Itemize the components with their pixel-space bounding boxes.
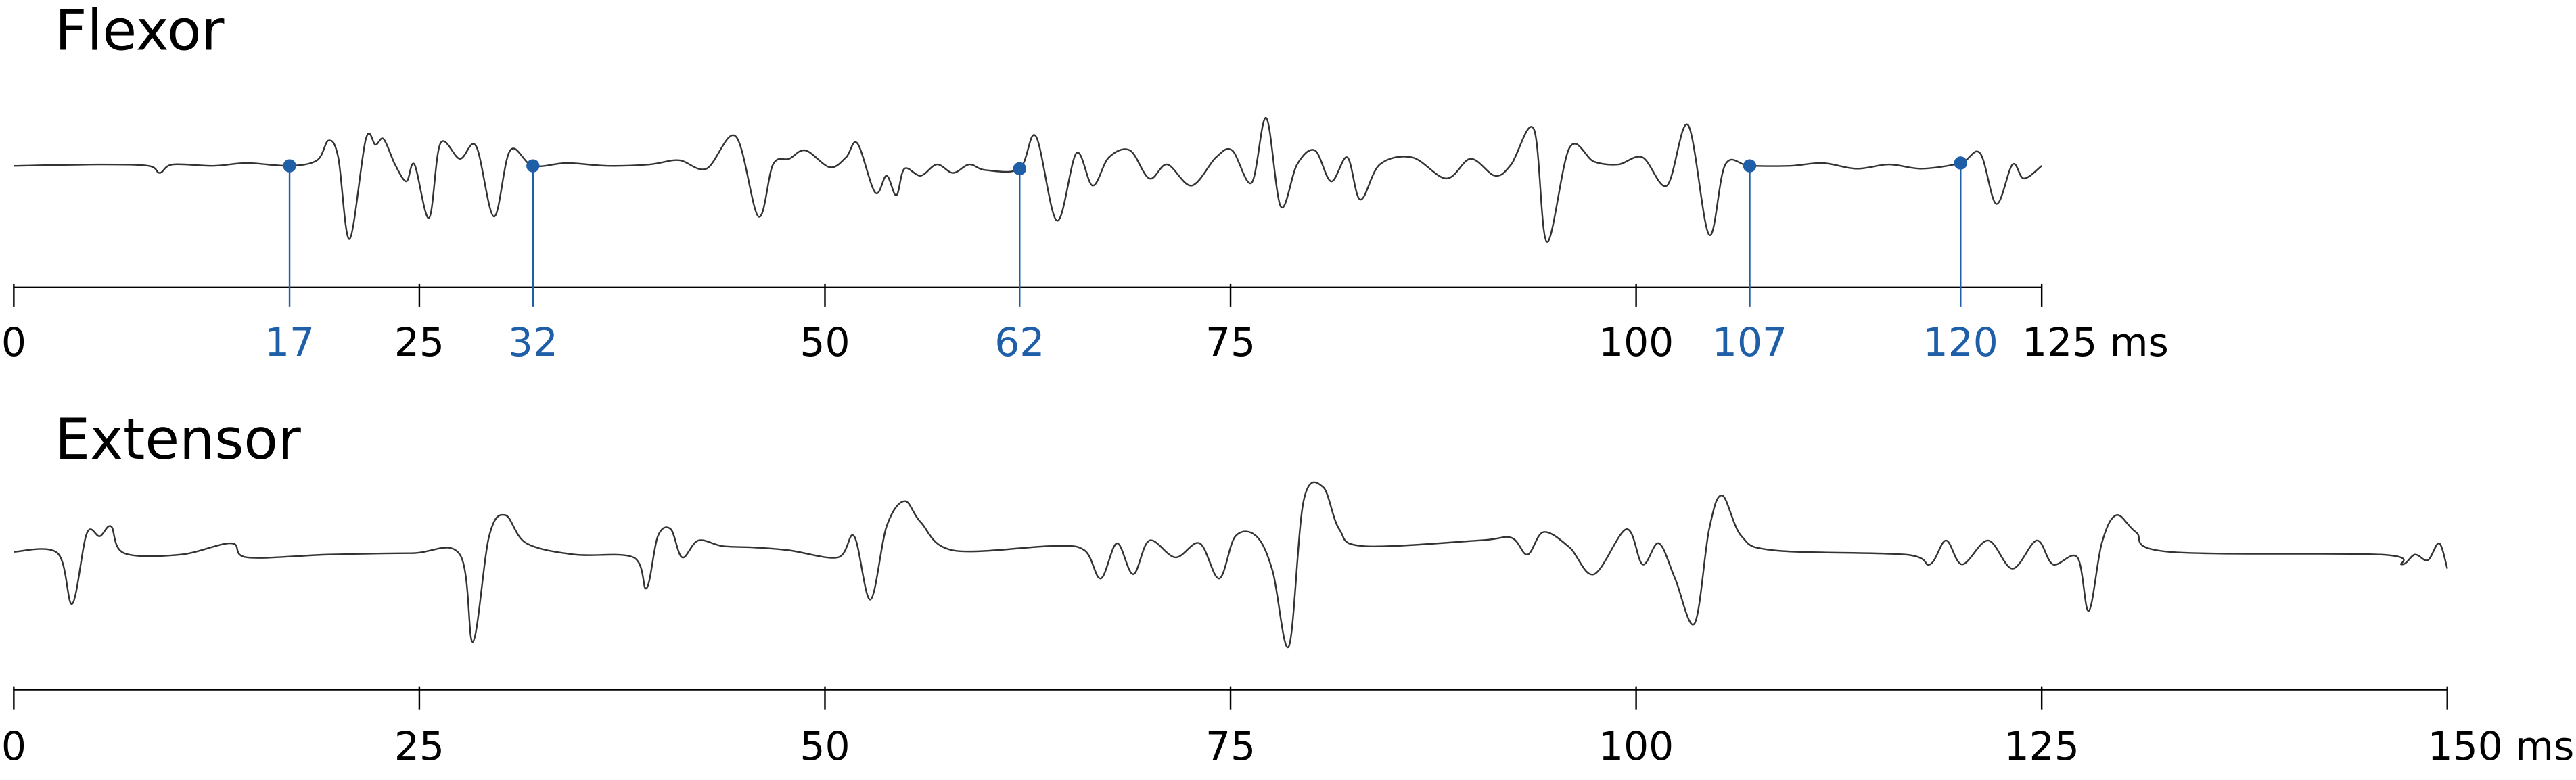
panel-title: Extensor	[55, 407, 301, 472]
x-tick-label: 25	[394, 723, 444, 769]
x-tick-label: 100	[1598, 319, 1674, 365]
marker-dot	[1013, 162, 1026, 176]
x-tick-label: 50	[800, 723, 850, 769]
marker-dot	[526, 159, 540, 173]
marker-dot	[283, 159, 296, 173]
x-tick-label: 0	[1, 319, 26, 365]
x-tick-label: 75	[1205, 319, 1256, 365]
signal-trace	[14, 481, 2448, 649]
panel-title: Flexor	[55, 0, 224, 63]
marker-label: 17	[264, 319, 315, 365]
marker-dot	[1743, 159, 1757, 173]
x-tick-label: 25	[394, 319, 444, 365]
x-tick-label: 0	[1, 723, 26, 769]
marker-label: 120	[1923, 319, 1998, 365]
marker-label: 32	[508, 319, 558, 365]
x-tick-label: 150 ms	[2428, 723, 2575, 769]
x-tick-label: 50	[800, 319, 850, 365]
marker-label: 62	[994, 319, 1044, 365]
marker-dot	[1954, 156, 1967, 170]
x-tick-label: 100	[1598, 723, 1674, 769]
marker-label: 107	[1712, 319, 1787, 365]
x-tick-label: 75	[1205, 723, 1256, 769]
x-tick-label: 125 ms	[2022, 319, 2169, 365]
signal-trace	[14, 117, 2042, 243]
x-tick-label: 125	[2004, 723, 2079, 769]
